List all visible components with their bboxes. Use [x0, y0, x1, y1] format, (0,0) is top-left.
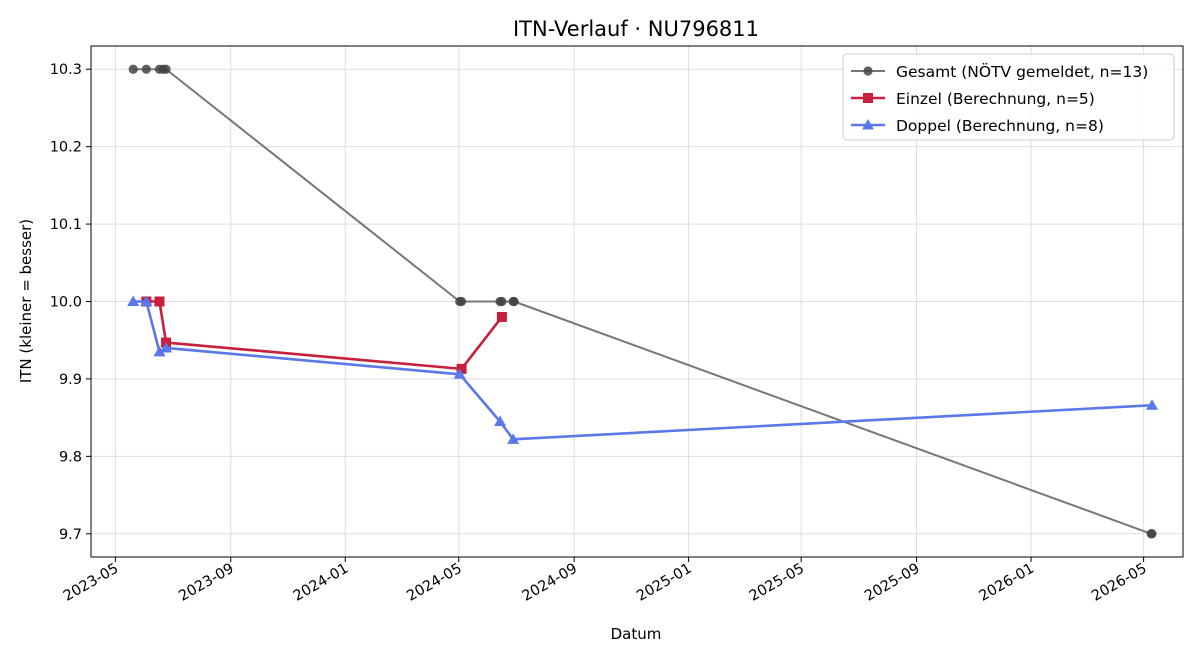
y-tick-label: 9.7 [59, 527, 82, 543]
y-tick-label: 10.1 [50, 217, 82, 233]
data-point [496, 311, 507, 322]
y-tick-label: 9.8 [59, 449, 82, 465]
data-point [456, 363, 467, 374]
legend-box [842, 53, 1175, 141]
y-axis: 9.7 9.8 9.9 10.0 10.1 10.2 10.3 [50, 62, 91, 543]
data-point [862, 119, 874, 130]
chart-title: ITN-Verlauf · NU796811 [513, 17, 759, 41]
legend-label: Doppel (Berechnung, n=8) [896, 117, 1104, 135]
data-point [507, 433, 520, 444]
data-point [141, 64, 151, 74]
y-tick-label: 9.9 [59, 372, 82, 388]
data-point [154, 296, 165, 307]
x-tick-label: 2024-09 [520, 561, 580, 605]
legend-entry: Doppel (Berechnung, n=8) [851, 117, 1104, 135]
data-point [863, 66, 873, 76]
legend: Gesamt (NÖTV gemeldet, n=13) Einzel (Bere… [842, 53, 1175, 141]
data-point [1146, 399, 1159, 410]
data-point [497, 296, 507, 307]
legend-entry: Gesamt (NÖTV gemeldet, n=13) [851, 62, 1148, 81]
grid-lines [91, 46, 1183, 557]
series-line [133, 300, 1153, 441]
data-point [494, 415, 507, 427]
data-point [160, 341, 173, 353]
series-3 [127, 295, 1159, 444]
series-1 [128, 64, 1157, 539]
x-axis-label: Datum [611, 625, 662, 643]
x-tick-label: 2025-01 [634, 561, 694, 605]
x-tick-label: 2023-05 [61, 561, 121, 605]
x-tick-label: 2025-05 [747, 561, 807, 605]
x-tick-label: 2024-05 [404, 561, 464, 605]
x-tick-label: 2026-05 [1089, 561, 1149, 605]
x-tick-label: 2025-09 [862, 561, 922, 605]
x-tick-label: 2026-01 [977, 561, 1037, 605]
data-point [153, 345, 166, 357]
y-tick-label: 10.2 [50, 140, 82, 156]
legend-label: Gesamt (NÖTV gemeldet, n=13) [896, 62, 1148, 81]
series-layer [127, 64, 1159, 539]
legend-label: Einzel (Berechnung, n=5) [896, 90, 1095, 108]
x-tick-label: 2023-09 [176, 561, 236, 605]
data-point [509, 296, 519, 307]
y-axis-label: ITN (kleiner = besser) [17, 219, 35, 383]
data-point [863, 93, 873, 103]
y-tick-label: 10.0 [50, 295, 82, 311]
y-tick-label: 10.3 [50, 62, 82, 78]
legend-entry: Einzel (Berechnung, n=5) [851, 90, 1095, 108]
x-tick-label: 2024-01 [291, 561, 351, 605]
data-point [128, 64, 138, 74]
data-point [140, 295, 153, 306]
data-point [161, 64, 171, 74]
data-point [456, 296, 467, 307]
x-axis: 2023-05 2023-09 2024-01 2024-05 2024-09 2025-… [61, 557, 1150, 605]
data-point [453, 368, 466, 379]
data-point [127, 295, 140, 306]
data-point [1147, 529, 1157, 539]
series-line [146, 300, 503, 371]
